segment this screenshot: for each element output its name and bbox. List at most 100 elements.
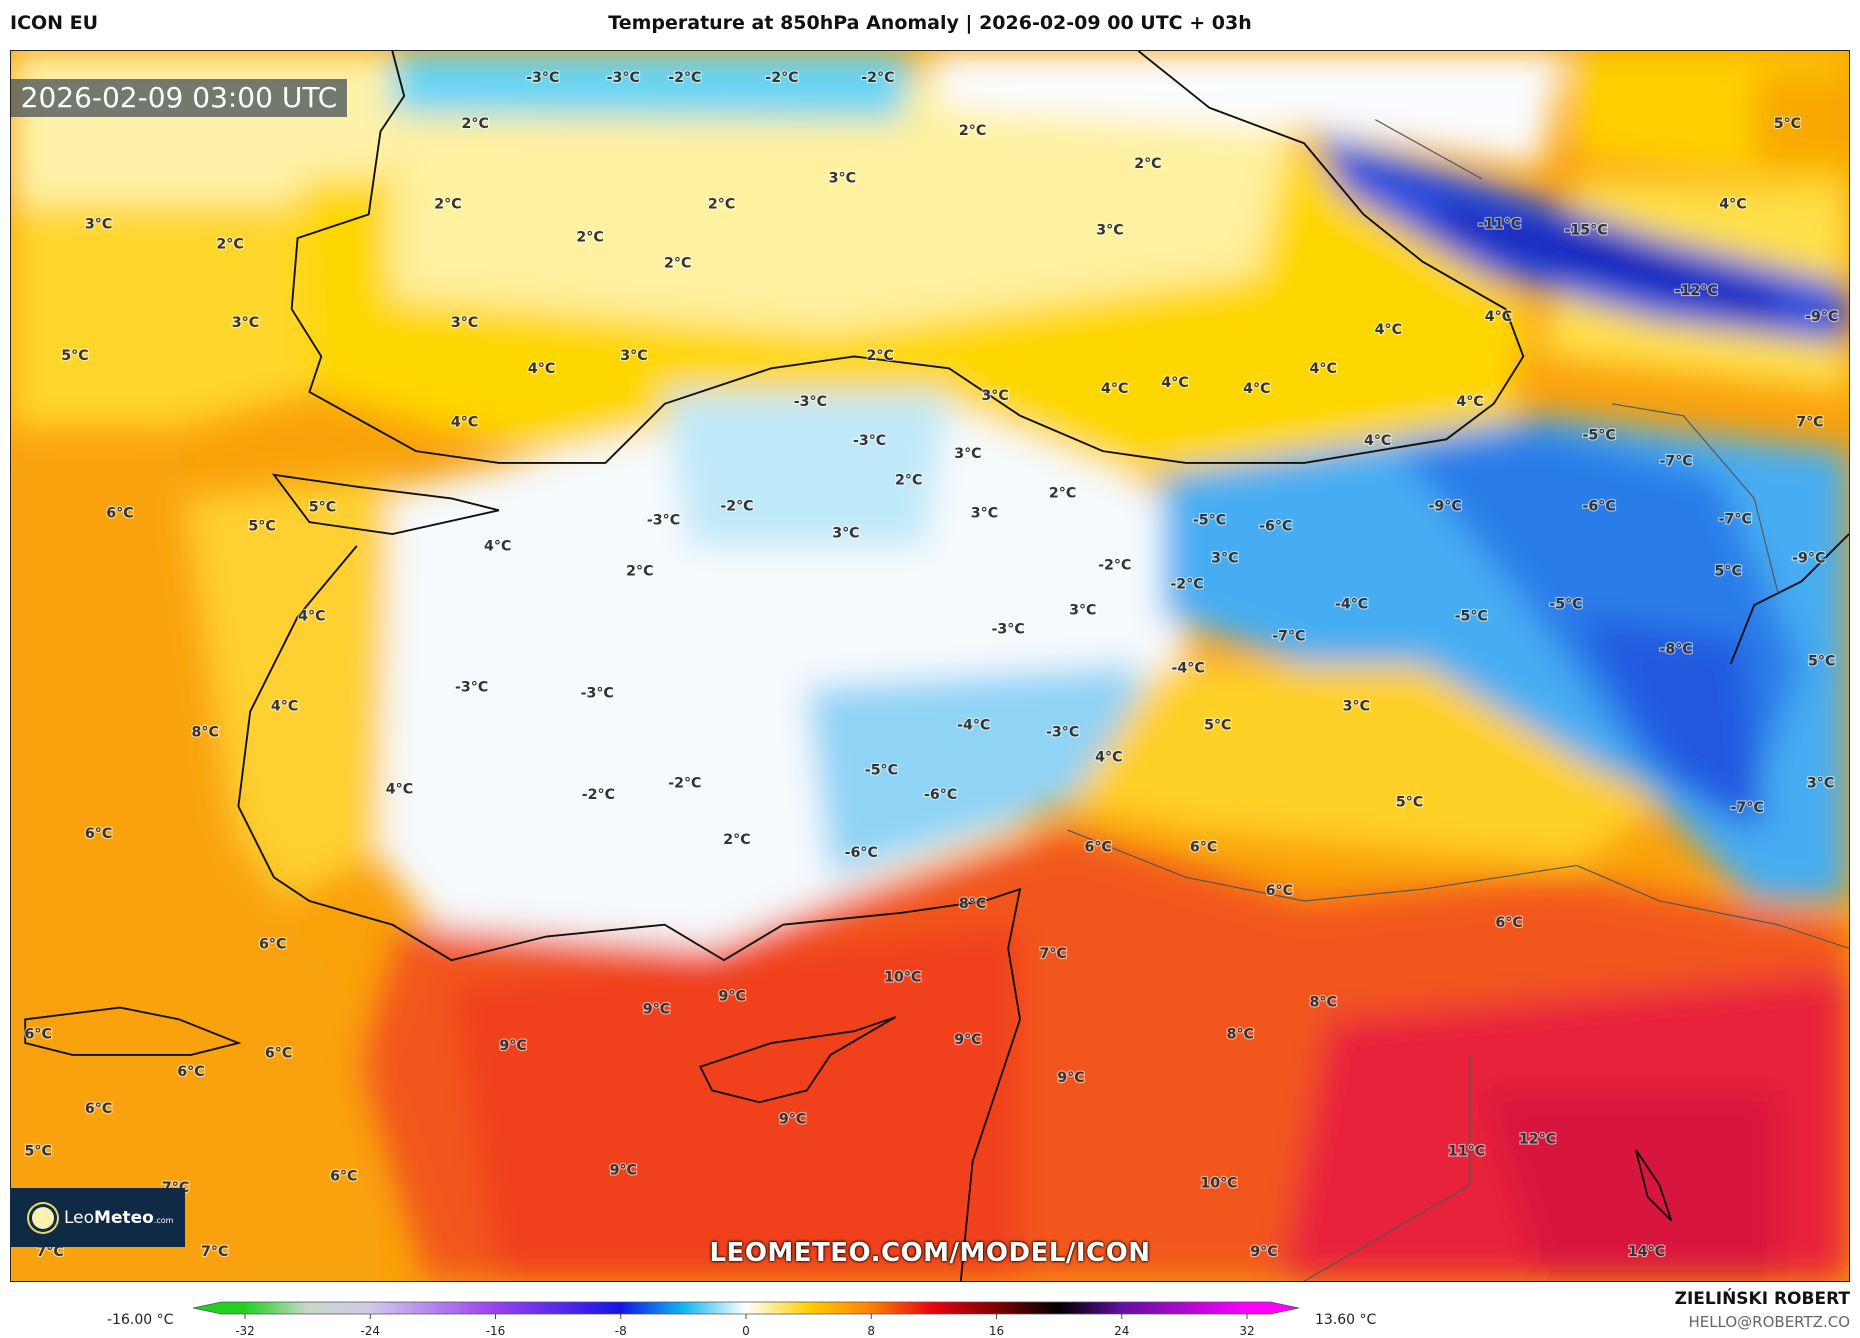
temperature-label: 10°C xyxy=(1200,1175,1237,1191)
temperature-label: 4°C xyxy=(1719,196,1746,212)
colorbar-gradient xyxy=(192,1301,1300,1315)
temperature-label: 6°C xyxy=(1084,839,1111,855)
temperature-label: 2°C xyxy=(576,230,603,246)
temperature-label: 6°C xyxy=(85,1101,112,1117)
temperature-label: 6°C xyxy=(25,1026,52,1042)
watermark-url: LEOMETEO.COM/MODEL/ICON xyxy=(709,1238,1151,1268)
temperature-label: 10°C xyxy=(884,969,921,985)
logo-suffix: .com xyxy=(153,1215,174,1225)
logo-brand-light: Leo xyxy=(64,1207,95,1228)
temperature-label: 5°C xyxy=(1774,116,1801,132)
temperature-label: 2°C xyxy=(626,563,653,579)
temperature-label: 12°C xyxy=(1519,1132,1556,1148)
temperature-label: 4°C xyxy=(1456,394,1483,410)
temperature-label: 3°C xyxy=(232,315,259,331)
temperature-label: -2°C xyxy=(1170,576,1203,592)
temperature-label: 11°C xyxy=(1448,1144,1485,1160)
colorbar-ticks xyxy=(244,1314,1248,1319)
temperature-label: -5°C xyxy=(1549,597,1582,613)
temperature-label: -5°C xyxy=(1193,513,1226,529)
author-name: ZIELIŃSKI ROBERT xyxy=(1674,1289,1850,1309)
temperature-label: 3°C xyxy=(954,446,981,462)
temperature-labels: -3°C -3°C -2°C -2°C -2°C 2°C 2°C 2°C 3°C 2°C 2°C 3°… xyxy=(23,69,1839,1262)
temperature-label: 5°C xyxy=(1808,653,1835,669)
temperature-label: 3°C xyxy=(981,388,1008,404)
leometeo-logo: LeoMeteo.com xyxy=(10,1188,185,1247)
temperature-label: 4°C xyxy=(1485,309,1512,325)
temperature-label: 4°C xyxy=(1161,375,1188,391)
temperature-label: 5°C xyxy=(1715,563,1742,579)
temperature-label: -4°C xyxy=(957,717,990,733)
temperature-label: 6°C xyxy=(177,1064,204,1080)
temperature-label: 4°C xyxy=(1364,433,1391,449)
temperature-label: -3°C xyxy=(992,621,1025,637)
temperature-label: -2°C xyxy=(668,70,701,86)
temperature-label: 3°C xyxy=(1211,550,1238,566)
temperature-label: 4°C xyxy=(1375,322,1402,338)
temperature-label: -3°C xyxy=(853,433,886,449)
temperature-label: 3°C xyxy=(1807,775,1834,791)
temperature-label: -5°C xyxy=(1455,608,1488,624)
temperature-label: 6°C xyxy=(85,826,112,842)
temperature-label: 4°C xyxy=(1309,361,1336,377)
temperature-label: 9°C xyxy=(610,1162,637,1178)
temperature-label: 5°C xyxy=(1396,794,1423,810)
temperature-label: 4°C xyxy=(271,698,298,714)
temperature-label: 6°C xyxy=(259,936,286,952)
temperature-label: 6°C xyxy=(265,1045,292,1061)
temperature-label: 8°C xyxy=(192,724,219,740)
colorbar-tick-label: 32 xyxy=(1239,1324,1255,1338)
temperature-label: -2°C xyxy=(1098,558,1131,574)
coastlines xyxy=(24,51,1849,1281)
temperature-label: 2°C xyxy=(895,472,922,488)
temperature-label: -5°C xyxy=(865,762,898,778)
temperature-label: -2°C xyxy=(765,70,798,86)
temperature-label: -2°C xyxy=(720,498,753,514)
temperature-label: 2°C xyxy=(664,256,691,272)
colorbar-tick-label: 24 xyxy=(1114,1324,1130,1338)
temperature-label: -3°C xyxy=(607,70,640,86)
temperature-label: 3°C xyxy=(85,217,112,233)
temperature-label: 4°C xyxy=(528,361,555,377)
temperature-label: 2°C xyxy=(1049,485,1076,501)
temperature-label: 3°C xyxy=(971,505,998,521)
temperature-label: -7°C xyxy=(1731,800,1764,816)
temperature-label: -4°C xyxy=(1335,597,1368,613)
temperature-label: 8°C xyxy=(1227,1026,1254,1042)
temperature-label: 8°C xyxy=(959,896,986,912)
colorbar-tick-label: -16 xyxy=(485,1324,506,1338)
colorbar-max-label: 13.60 °C xyxy=(1315,1312,1377,1328)
temperature-label: 4°C xyxy=(484,539,511,555)
temperature-label: -6°C xyxy=(924,787,957,803)
temperature-label: -2°C xyxy=(861,70,894,86)
colorbar-min-label: -16.00 °C xyxy=(107,1312,174,1328)
temperature-label: -2°C xyxy=(582,787,615,803)
temperature-label: 2°C xyxy=(959,123,986,139)
temperature-label: 2°C xyxy=(867,348,894,364)
temperature-label: 4°C xyxy=(298,608,325,624)
colorbar-tick-label: 8 xyxy=(867,1324,876,1338)
temperature-label: 7°C xyxy=(201,1244,228,1260)
temperature-label: 6°C xyxy=(1266,883,1293,899)
colorbar-tick-label: 0 xyxy=(742,1324,750,1338)
temperature-label: 9°C xyxy=(499,1038,526,1054)
temperature-label: -9°C xyxy=(1792,550,1825,566)
temperature-label: 3°C xyxy=(1096,222,1123,238)
temperature-label: -2°C xyxy=(668,775,701,791)
temperature-label: 4°C xyxy=(1243,381,1270,397)
temperature-label: -8°C xyxy=(1659,642,1692,658)
colorbar-tick-label: -32 xyxy=(235,1324,255,1338)
temperature-label: -3°C xyxy=(455,679,488,695)
temperature-label: 9°C xyxy=(719,988,746,1004)
temperature-label: 3°C xyxy=(832,526,859,542)
temperature-label: 7°C xyxy=(36,1244,63,1260)
temperature-label: -12°C xyxy=(1675,283,1718,299)
temperature-label: 6°C xyxy=(1495,915,1522,931)
temperature-label: 7°C xyxy=(1796,414,1823,430)
valid-time-stamp: 2026-02-09 03:00 UTC xyxy=(11,79,347,117)
temperature-label: -6°C xyxy=(1259,518,1292,534)
logo-brand-bold: Meteo xyxy=(94,1207,154,1228)
temperature-label: 5°C xyxy=(1204,717,1231,733)
temperature-label: -9°C xyxy=(1429,498,1462,514)
temperature-label: -7°C xyxy=(1659,453,1692,469)
